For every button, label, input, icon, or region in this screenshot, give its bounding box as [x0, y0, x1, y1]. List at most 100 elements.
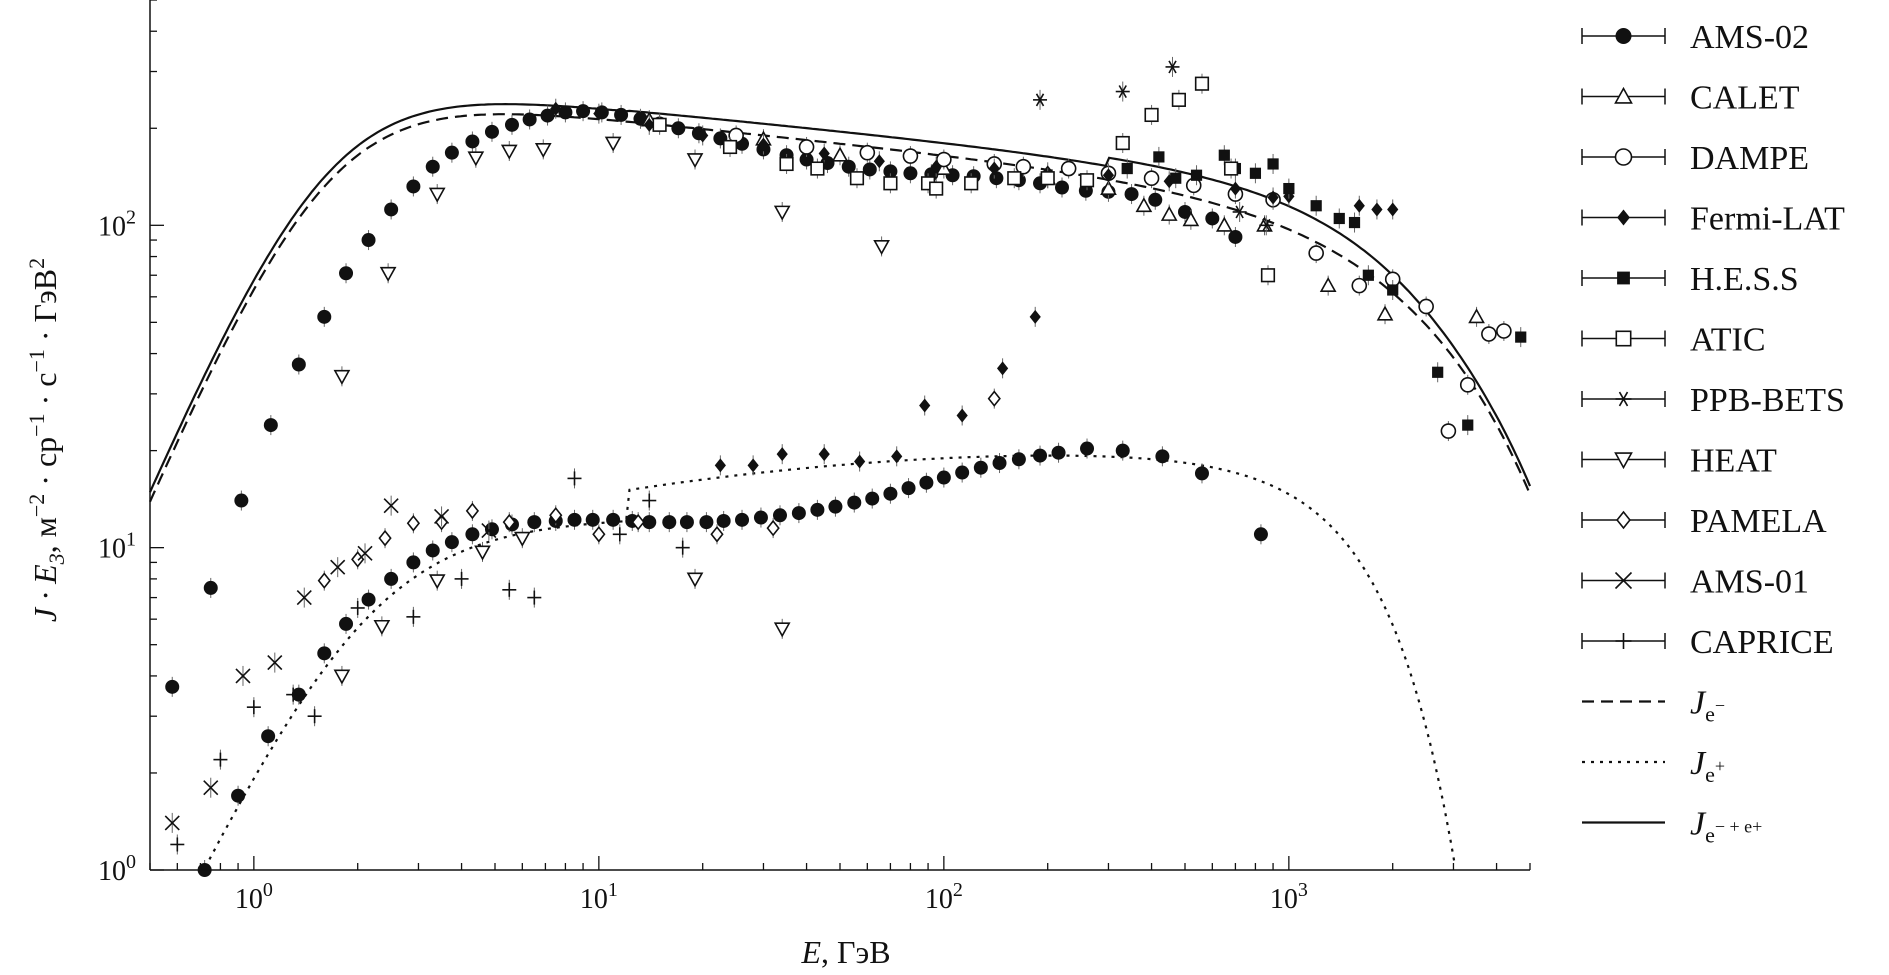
- data-point: [1218, 149, 1230, 161]
- marker-shape: [1376, 305, 1394, 321]
- data-point: [662, 515, 677, 530]
- marker-shape: [1124, 187, 1139, 202]
- marker-shape: [1362, 269, 1374, 281]
- marker-shape: [936, 151, 952, 168]
- series-fermi-lat: [550, 98, 1399, 476]
- data-point: [1353, 198, 1365, 213]
- marker-shape: [1148, 192, 1163, 207]
- legend-item: PAMELA: [1581, 503, 1827, 540]
- data-point: [1007, 171, 1022, 186]
- marker-shape: [1079, 173, 1095, 188]
- data-point: [504, 117, 519, 132]
- marker-shape: [592, 526, 606, 543]
- marker-shape: [631, 513, 645, 531]
- data-point: [576, 104, 591, 119]
- marker-shape: [1267, 158, 1279, 170]
- legend-label-base: J: [1690, 745, 1707, 782]
- marker-shape: [964, 176, 979, 191]
- y-tick-base: 10: [98, 856, 126, 887]
- data-point: [1348, 216, 1361, 229]
- data-point: [987, 390, 1001, 407]
- legend-item: H.E.S.S: [1581, 261, 1799, 298]
- data-point: [454, 571, 469, 586]
- x-tick-label: 103: [1270, 879, 1308, 915]
- marker-shape: [810, 161, 825, 176]
- marker-stroke: [1168, 60, 1177, 74]
- data-point: [1040, 171, 1055, 186]
- legend-item: Je− + e+: [1582, 806, 1762, 848]
- data-point: [773, 622, 791, 638]
- data-point: [465, 134, 480, 149]
- marker-shape: [1170, 172, 1182, 184]
- data-point: [686, 153, 704, 169]
- data-point: [1148, 192, 1163, 207]
- marker-shape: [550, 101, 562, 116]
- data-point: [522, 112, 537, 127]
- legend-marker: [1616, 510, 1631, 530]
- marker-shape: [606, 512, 621, 527]
- marker-shape: [540, 108, 555, 123]
- y-axis-label: J · E3, м−2 · ср−1 · с−1 · ГэВ2: [24, 258, 69, 622]
- data-point: [330, 559, 346, 575]
- data-point: [1267, 190, 1279, 205]
- data-point: [810, 161, 825, 176]
- marker-shape: [203, 580, 218, 595]
- data-point: [350, 600, 365, 615]
- data-point: [384, 202, 399, 217]
- data-point: [989, 171, 1004, 186]
- data-point: [1015, 158, 1032, 175]
- data-point: [1215, 216, 1233, 232]
- marker-shape: [1029, 309, 1041, 324]
- marker-shape: [406, 179, 421, 194]
- marker-shape: [534, 142, 552, 159]
- marker-shape: [1418, 298, 1434, 315]
- marker-shape: [671, 121, 686, 136]
- marker-shape: [384, 571, 399, 586]
- data-point: [847, 495, 862, 510]
- data-point: [891, 449, 903, 464]
- data-point: [1462, 419, 1474, 431]
- marker-shape: [1205, 211, 1220, 226]
- marker-shape: [992, 456, 1007, 471]
- data-point: [716, 513, 731, 528]
- data-point: [373, 619, 391, 635]
- marker-shape: [444, 535, 459, 550]
- data-point: [502, 582, 517, 597]
- marker-shape: [1194, 76, 1210, 91]
- data-point: [652, 117, 667, 132]
- data-point: [1060, 160, 1077, 177]
- data-point: [697, 128, 709, 143]
- marker-stroke: [1614, 571, 1633, 590]
- marker-shape: [406, 515, 421, 532]
- marker-shape: [1249, 167, 1262, 179]
- data-point: [527, 590, 542, 605]
- marker-shape: [989, 171, 1004, 186]
- data-point: [307, 709, 322, 724]
- marker-shape: [847, 495, 862, 510]
- data-point: [1033, 448, 1048, 463]
- data-point: [235, 668, 251, 684]
- marker-shape: [428, 574, 446, 590]
- data-point: [465, 502, 480, 520]
- data-point: [1165, 60, 1180, 74]
- marker-shape: [903, 166, 918, 181]
- marker-shape: [384, 202, 399, 217]
- data-point: [1115, 443, 1130, 458]
- data-point: [1194, 76, 1210, 91]
- data-point: [203, 580, 218, 595]
- marker-shape: [686, 572, 704, 588]
- marker-shape: [513, 531, 531, 547]
- marker-shape: [1310, 200, 1322, 212]
- marker-shape: [714, 458, 726, 473]
- data-point: [379, 266, 397, 282]
- data-point: [465, 527, 480, 542]
- marker-shape: [444, 145, 459, 160]
- marker-shape: [883, 486, 898, 501]
- data-point: [444, 145, 459, 160]
- legend-label-base: J: [1690, 685, 1707, 722]
- data-point: [502, 513, 516, 531]
- data-point: [883, 176, 898, 191]
- data-point: [873, 154, 885, 169]
- data-point: [1153, 151, 1165, 163]
- legend-marker: [1615, 330, 1632, 347]
